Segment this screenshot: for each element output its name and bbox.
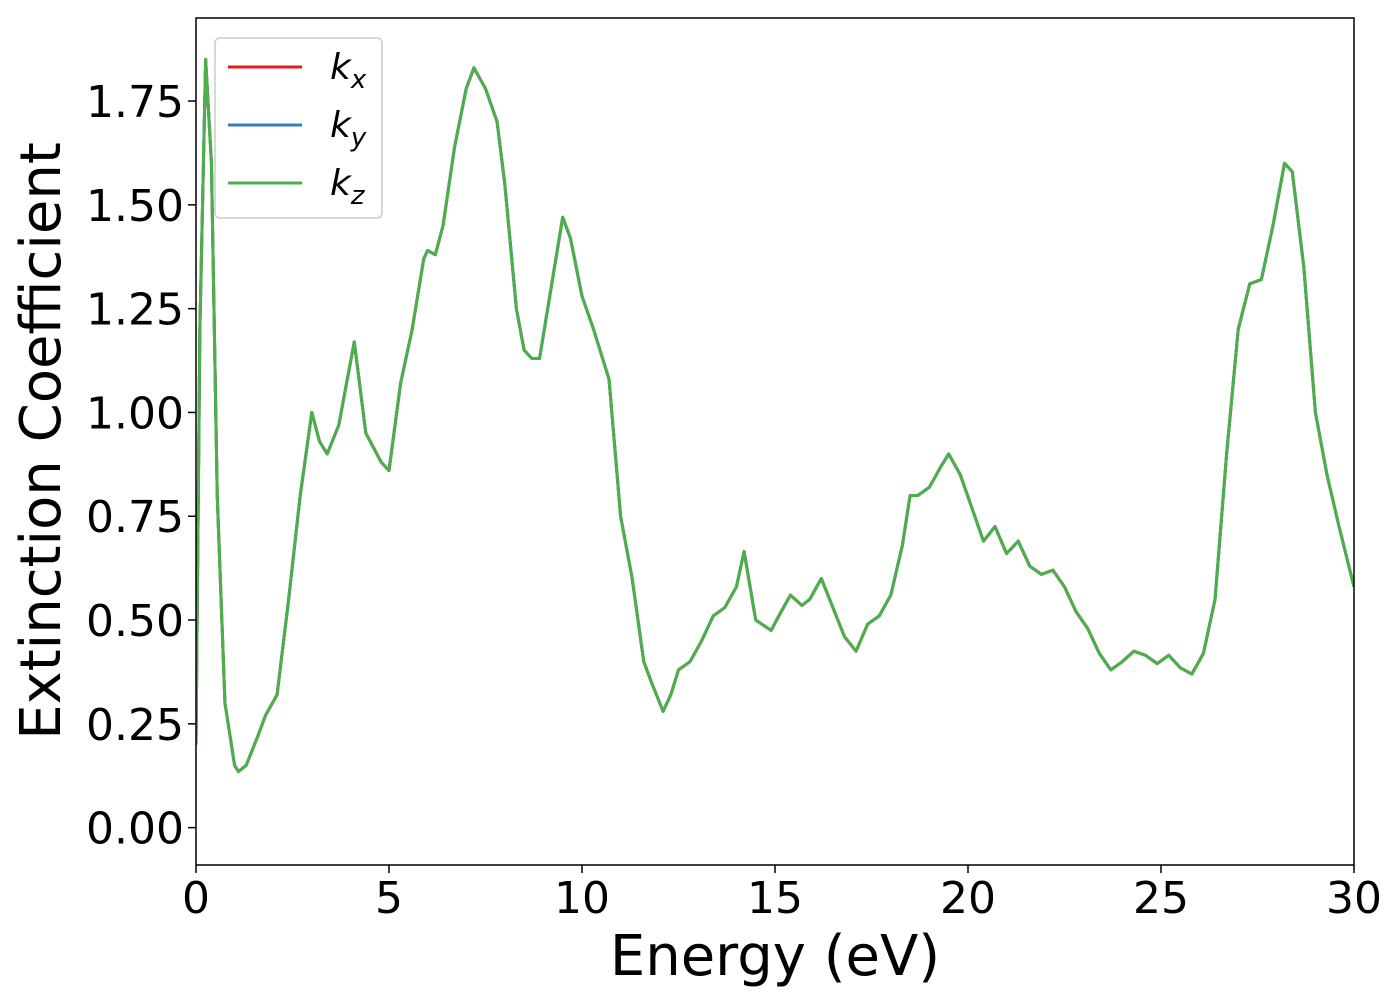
legend-name: k (330, 47, 353, 88)
line-series (196, 58, 1354, 774)
y-tick-label: 0.25 (86, 700, 184, 751)
x-tick-label: 25 (1133, 873, 1189, 924)
y-tick-label: 0.00 (86, 804, 184, 855)
x-tick-label: 0 (182, 873, 210, 924)
y-tick-label: 1.75 (86, 77, 184, 128)
legend-label: ky (330, 105, 367, 153)
y-tick-label: 1.00 (86, 388, 184, 439)
x-tick-label: 5 (375, 873, 403, 924)
plot-frame (195, 17, 1355, 866)
legend-box (214, 37, 383, 219)
x-tick-label: 10 (554, 873, 610, 924)
y-tick-label: 0.75 (86, 492, 184, 543)
legend-name: k (330, 105, 353, 146)
legend-subscript: x (350, 65, 367, 95)
x-tick-label: 15 (747, 873, 803, 924)
y-tick-label: 1.50 (86, 181, 184, 232)
x-tick-label: 30 (1326, 873, 1382, 924)
legend-name: k (330, 163, 353, 204)
legend-subscript: z (350, 181, 366, 211)
y-tick-label: 1.25 (86, 285, 184, 336)
y-tick-label: 0.50 (86, 596, 184, 647)
x-tick-label: 20 (940, 873, 996, 924)
legend-label: kz (330, 163, 366, 211)
legend-label: kx (330, 47, 367, 95)
legend-subscript: y (350, 123, 367, 153)
y-axis-label: Extinction Coefficient (9, 142, 74, 740)
x-axis-label: Energy (eV) (610, 924, 940, 989)
